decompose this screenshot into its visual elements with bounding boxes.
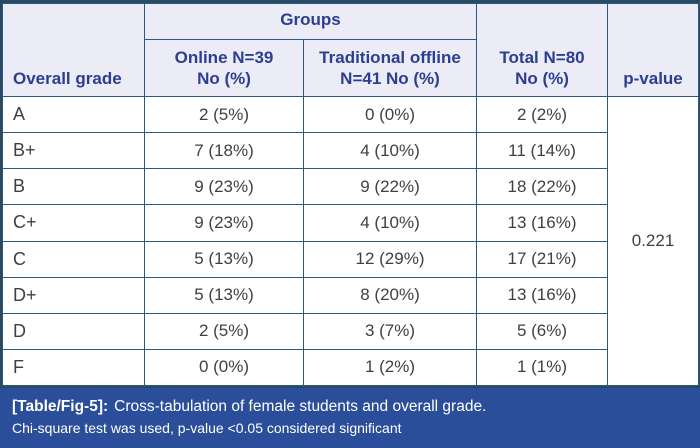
offline-cell: 12 (29%): [302, 240, 478, 278]
stats-table: Overall grade Groups Total N=80 No (%) p…: [2, 3, 700, 387]
grade-cell: B: [2, 168, 145, 206]
groups-header: Groups: [143, 3, 478, 40]
stats-table-container: Overall grade Groups Total N=80 No (%) p…: [0, 0, 700, 388]
grade-cell: C: [2, 240, 145, 278]
total-cell: 2 (2%): [476, 95, 609, 134]
online-cell: 0 (0%): [144, 348, 304, 387]
header-row-groups: Overall grade Groups Total N=80 No (%) p…: [2, 3, 700, 97]
online-cell: 5 (13%): [144, 240, 304, 278]
offline-cell: 4 (10%): [302, 132, 478, 170]
p-value-header: p-value: [607, 3, 700, 97]
p-value-cell: 0.221: [607, 96, 700, 386]
offline-cell: 3 (7%): [302, 312, 478, 350]
offline-cell: 9 (22%): [302, 168, 478, 206]
caption-note: Chi-square test was used, p-value <0.05 …: [12, 419, 402, 436]
online-cell: 5 (13%): [144, 276, 304, 314]
online-cell: 7 (18%): [144, 132, 304, 170]
total-cell: 17 (21%): [476, 240, 609, 278]
total-cell: 18 (22%): [476, 168, 609, 206]
table-row-f: F 0 (0%) 1 (2%) 1 (1%): [2, 348, 699, 387]
offline-cell: 1 (2%): [302, 348, 478, 387]
table-row-a: A 2 (5%) 0 (0%) 2 (2%) 0.221: [2, 95, 700, 386]
online-cell: 2 (5%): [144, 312, 304, 350]
online-cell: 9 (23%): [144, 204, 304, 242]
offline-cell: 0 (0%): [302, 95, 478, 134]
table-row-b: B 9 (23%) 9 (22%) 18 (22%): [2, 168, 699, 206]
online-group-header: Online N=39 No (%): [144, 39, 304, 97]
total-cell: 13 (16%): [476, 204, 609, 242]
total-cell: 5 (6%): [476, 312, 609, 350]
table-body: A 2 (5%) 0 (0%) 2 (2%) 0.221 B+ 7 (18%) …: [2, 95, 700, 387]
offline-group-header: Traditional offline N=41 No (%): [302, 39, 478, 97]
grade-cell: C+: [2, 204, 145, 242]
total-header: Total N=80 No (%): [476, 3, 609, 97]
grade-cell: D+: [2, 276, 145, 314]
offline-cell: 8 (20%): [302, 276, 478, 314]
table-header: Overall grade Groups Total N=80 No (%) p…: [2, 3, 700, 97]
table-row-bplus: B+ 7 (18%) 4 (10%) 11 (14%): [2, 132, 699, 170]
offline-cell: 4 (10%): [302, 204, 478, 242]
caption-label: [Table/Fig-5]:: [12, 398, 109, 415]
header-row-subgroups: Online N=39 No (%) Traditional offline N…: [3, 39, 699, 97]
table-row-c: C 5 (13%) 12 (29%) 17 (21%): [2, 240, 699, 278]
table-row-dplus: D+ 5 (13%) 8 (20%) 13 (16%): [2, 276, 699, 314]
caption-title-line: [Table/Fig-5]: Cross-tabulation of female…: [12, 396, 688, 418]
grade-cell: B+: [2, 132, 145, 170]
grade-cell: F: [2, 348, 145, 387]
online-cell: 2 (5%): [144, 95, 304, 134]
table-caption: [Table/Fig-5]: Cross-tabulation of female…: [0, 388, 700, 448]
total-cell: 13 (16%): [476, 276, 609, 314]
table-row-d: D 2 (5%) 3 (7%) 5 (6%): [2, 312, 699, 350]
caption-text: Cross-tabulation of female students and …: [114, 398, 487, 415]
total-cell: 11 (14%): [476, 132, 609, 170]
grade-cell: A: [2, 95, 145, 134]
total-cell: 1 (1%): [476, 348, 609, 387]
grade-cell: D: [2, 312, 145, 350]
table-row-cplus: C+ 9 (23%) 4 (10%) 13 (16%): [2, 204, 699, 242]
overall-grade-header: Overall grade: [2, 3, 145, 97]
online-cell: 9 (23%): [144, 168, 304, 206]
